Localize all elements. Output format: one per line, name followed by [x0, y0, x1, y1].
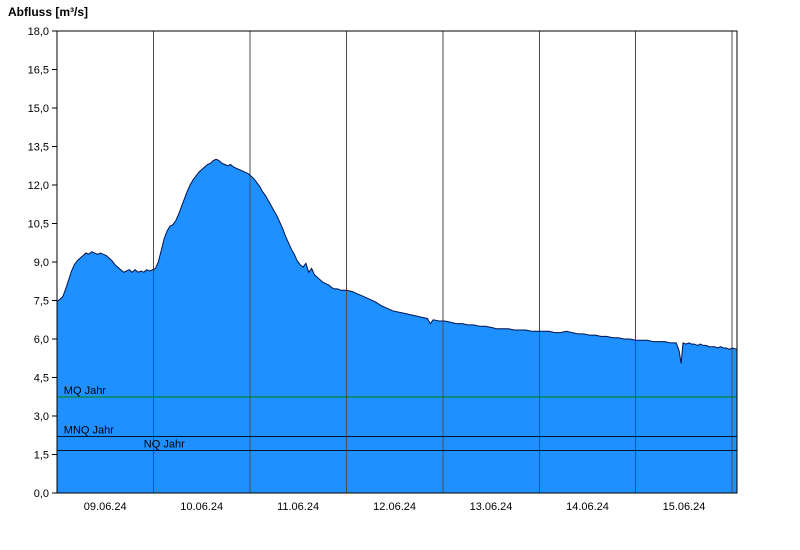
reference-label-mnq: MNQ Jahr	[64, 425, 114, 437]
x-axis-label: 09.06.24	[84, 501, 127, 513]
y-tick-label: 4,5	[34, 373, 49, 385]
y-tick-label: 18,0	[28, 26, 49, 38]
chart-title: Abfluss [m³/s]	[8, 5, 89, 19]
y-tick-label: 6,0	[34, 334, 49, 346]
x-axis-label: 10.06.24	[180, 501, 223, 513]
x-axis-label: 12.06.24	[373, 501, 416, 513]
y-tick-label: 0,0	[34, 488, 49, 500]
y-tick-label: 7,5	[34, 296, 49, 308]
y-tick-label: 12,0	[28, 180, 49, 192]
x-axis-label: 11.06.24	[277, 501, 319, 513]
reference-label-mq: MQ Jahr	[64, 385, 107, 397]
reference-label-nq: NQ Jahr	[144, 439, 185, 451]
x-axis-label: 14.06.24	[566, 501, 609, 513]
y-tick-label: 3,0	[34, 411, 49, 423]
y-tick-label: 1,5	[34, 450, 49, 462]
x-axis-label: 13.06.24	[470, 501, 513, 513]
y-tick-label: 16,5	[28, 65, 49, 77]
discharge-line	[56, 158, 738, 364]
y-tick-label: 15,0	[28, 103, 49, 115]
discharge-area	[57, 159, 737, 494]
y-tick-label: 13,5	[28, 142, 49, 154]
y-tick-label: 9,0	[34, 257, 49, 269]
x-axis-label: 15.06.24	[663, 501, 706, 513]
y-tick-label: 10,5	[28, 219, 49, 231]
